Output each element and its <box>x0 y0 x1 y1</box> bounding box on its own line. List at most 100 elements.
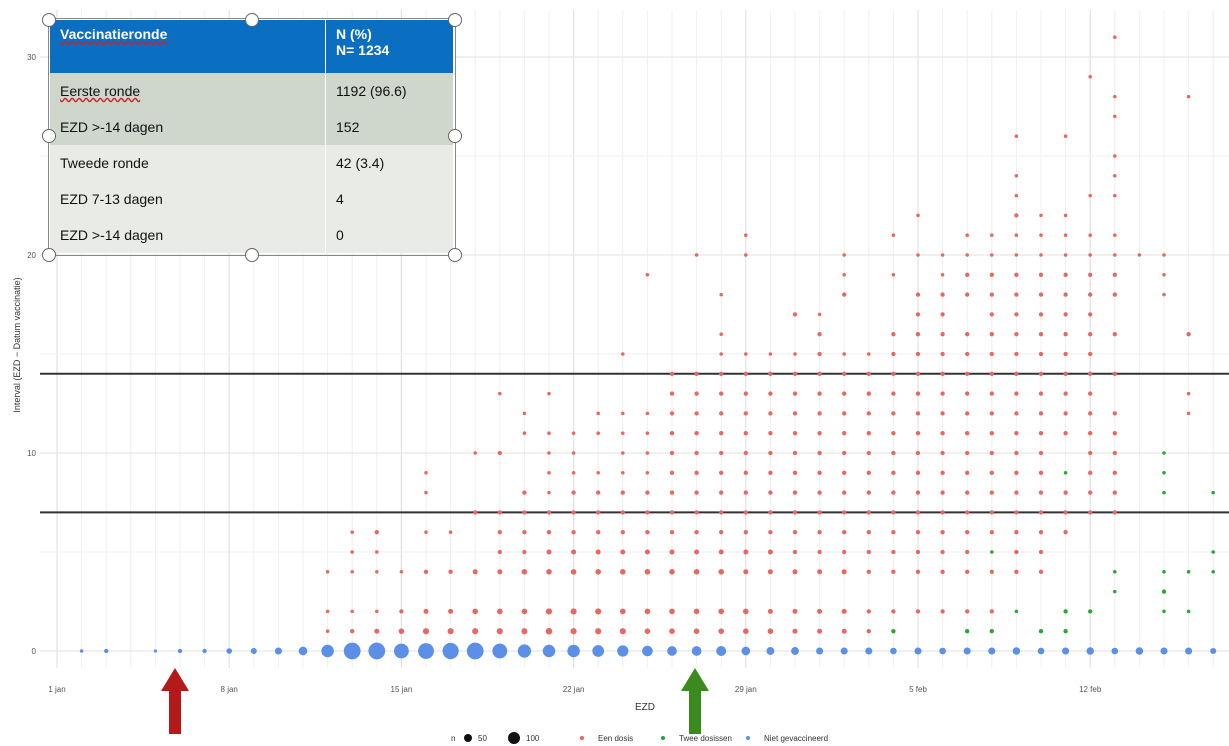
data-point <box>965 272 970 277</box>
data-point <box>963 647 971 655</box>
resize-handle-br[interactable] <box>448 248 462 262</box>
data-point <box>368 642 386 660</box>
resize-handle-tl[interactable] <box>42 13 56 27</box>
data-point <box>1014 470 1019 475</box>
data-point <box>792 371 798 376</box>
data-point <box>1062 647 1070 655</box>
data-point <box>940 510 945 515</box>
data-point <box>842 549 847 555</box>
data-point <box>1063 629 1068 634</box>
data-point <box>768 530 773 535</box>
data-point <box>1088 411 1093 416</box>
data-point <box>571 431 576 435</box>
data-point <box>691 646 702 656</box>
data-point <box>1111 647 1119 655</box>
data-point <box>1112 272 1117 277</box>
data-point <box>1038 490 1044 495</box>
data-point <box>424 530 428 534</box>
data-point <box>718 549 724 555</box>
data-point <box>891 490 896 495</box>
table-row: EZD >-14 dagen 152 <box>50 109 454 145</box>
data-point <box>546 569 552 575</box>
data-point <box>940 332 945 337</box>
data-point <box>545 627 553 635</box>
data-point <box>546 549 552 555</box>
data-point <box>1088 391 1093 396</box>
data-point <box>718 608 724 615</box>
data-point <box>989 371 994 376</box>
data-point <box>1088 510 1093 515</box>
data-point <box>915 391 921 396</box>
data-point <box>817 332 822 337</box>
data-point <box>1086 647 1094 655</box>
x-tick-label: 8 jan <box>221 685 238 694</box>
data-point <box>866 490 871 495</box>
x-tick-label: 15 jan <box>391 685 413 694</box>
data-point <box>350 570 354 574</box>
data-point <box>1063 292 1068 297</box>
data-point <box>1211 490 1215 495</box>
data-point <box>866 371 871 376</box>
data-point <box>965 450 970 456</box>
data-point <box>1012 647 1021 655</box>
data-point <box>866 431 871 436</box>
data-point <box>842 490 847 495</box>
data-point <box>202 648 207 654</box>
data-point <box>1063 351 1068 357</box>
data-point <box>1135 647 1144 655</box>
data-point <box>866 549 871 555</box>
resize-handle-bl[interactable] <box>42 248 56 262</box>
data-point <box>965 411 970 416</box>
data-point <box>522 530 527 535</box>
data-point <box>619 628 626 635</box>
data-point <box>596 510 601 515</box>
data-point <box>768 371 773 376</box>
data-point <box>644 628 651 634</box>
data-point <box>842 510 847 515</box>
data-point <box>1039 233 1043 237</box>
data-point <box>842 431 847 436</box>
data-point <box>592 645 605 657</box>
data-point <box>644 569 651 575</box>
resize-handle-ml[interactable] <box>42 129 56 143</box>
data-point <box>940 470 945 475</box>
data-point <box>424 490 428 495</box>
data-point <box>1211 570 1215 574</box>
data-point <box>399 570 404 574</box>
data-point <box>596 490 601 495</box>
data-point <box>866 510 871 515</box>
data-point <box>1063 431 1068 436</box>
data-point <box>545 608 553 615</box>
resize-handle-tr[interactable] <box>448 13 462 27</box>
data-point <box>989 629 994 634</box>
y-tick-label: 20 <box>27 251 36 260</box>
data-point <box>719 510 724 515</box>
data-point <box>1014 371 1019 376</box>
data-point <box>1112 450 1117 456</box>
data-point <box>817 628 823 634</box>
row-label: Tweede ronde <box>50 145 326 181</box>
data-point <box>1088 332 1093 337</box>
x-tick-label: 5 feb <box>909 685 927 694</box>
data-point <box>989 470 994 475</box>
data-point <box>842 371 847 376</box>
data-point <box>571 510 576 515</box>
data-point <box>719 490 724 495</box>
data-point <box>1037 647 1045 655</box>
data-point <box>1112 431 1117 436</box>
data-point <box>891 569 896 574</box>
data-point <box>743 450 748 456</box>
data-point <box>1063 411 1068 416</box>
data-point <box>817 312 822 317</box>
data-point <box>1014 351 1019 357</box>
resize-handle-mr[interactable] <box>448 129 462 143</box>
data-point <box>989 510 994 515</box>
data-point <box>768 431 773 436</box>
resize-handle-tm[interactable] <box>245 13 259 27</box>
data-point <box>965 292 970 297</box>
resize-handle-bm[interactable] <box>245 248 259 262</box>
data-point <box>398 628 405 634</box>
data-point <box>990 233 994 237</box>
data-point <box>866 450 871 456</box>
data-point <box>817 450 822 456</box>
